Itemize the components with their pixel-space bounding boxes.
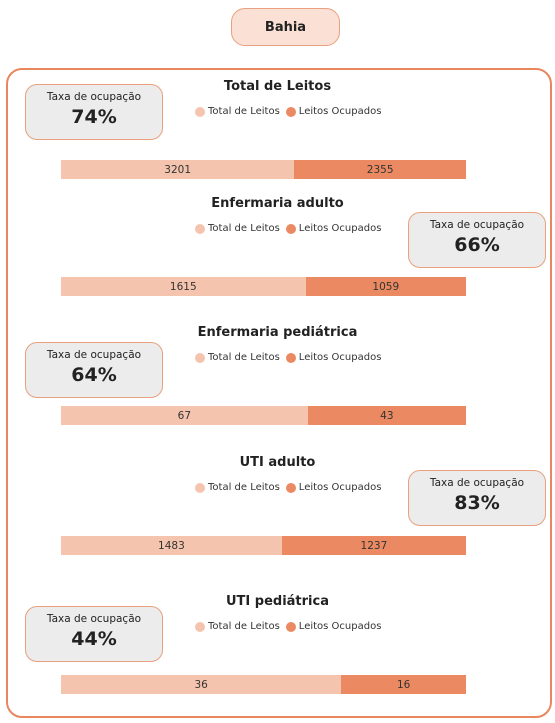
- bar-segment: 3201: [61, 160, 295, 179]
- occupancy-value: 64%: [71, 364, 117, 386]
- occupancy-value: 66%: [454, 234, 500, 256]
- chart-title: Enfermaria pediátrica: [197, 325, 358, 340]
- bar-label: 43: [380, 409, 394, 422]
- chart-title: Enfermaria adulto: [211, 196, 344, 211]
- bar-label: 67: [177, 409, 192, 422]
- occupancy-card: Taxa de ocupação 66%: [408, 212, 546, 268]
- occupancy-label: Taxa de ocupação: [46, 349, 142, 361]
- bar-segment: 43: [307, 406, 466, 425]
- legend: Total de Leitos Leitos Ocupados: [195, 482, 381, 493]
- legend-label: Total de Leitos: [208, 223, 280, 234]
- bar-segment: 1059: [305, 277, 466, 296]
- legend-swatch: [195, 352, 205, 363]
- legend-swatch: [285, 482, 296, 493]
- bar-segment: 1237: [281, 536, 466, 555]
- legend-swatch: [195, 482, 205, 493]
- bar-segment: 16: [341, 675, 466, 694]
- legend-swatch: [195, 106, 205, 117]
- bar-segment: 2355: [294, 160, 466, 179]
- legend-label: Total de Leitos: [208, 482, 280, 493]
- bar-label: 36: [194, 678, 208, 691]
- bar-segment: 36: [61, 675, 342, 694]
- occupancy-card: Taxa de ocupação 64%: [25, 342, 163, 398]
- legend-label: Total de Leitos: [208, 352, 280, 363]
- bar-label: 1059: [372, 280, 400, 293]
- legend: Total de Leitos Leitos Ocupados: [195, 106, 381, 117]
- bar-label: 2355: [366, 163, 394, 176]
- legend-label: Total de Leitos: [208, 621, 280, 632]
- legend: Total de Leitos Leitos Ocupados: [195, 223, 381, 234]
- legend-label: Total de Leitos: [208, 106, 280, 117]
- legend-swatch: [285, 621, 296, 632]
- legend-label: Leitos Ocupados: [298, 482, 382, 493]
- legend-label: Leitos Ocupados: [298, 106, 382, 117]
- occupancy-value: 74%: [71, 106, 117, 128]
- chart-title: Total de Leitos: [223, 79, 332, 94]
- occupancy-label: Taxa de ocupação: [429, 477, 525, 489]
- chart-title: UTI adulto: [239, 455, 316, 470]
- region-pill[interactable]: Bahia: [231, 8, 340, 46]
- legend-label: Leitos Ocupados: [298, 352, 382, 363]
- occupancy-card: Taxa de ocupação 44%: [25, 606, 163, 662]
- chart-title: UTI pediátrica: [225, 594, 329, 609]
- bar-segment: 1615: [61, 277, 306, 296]
- bar-segment: 1483: [61, 536, 282, 555]
- bar-label: 1237: [360, 539, 388, 552]
- occupancy-value: 83%: [454, 492, 500, 514]
- occupancy-card: Taxa de ocupação 74%: [25, 84, 163, 140]
- bar-segment: 67: [61, 406, 308, 425]
- bar-label: 1483: [158, 539, 185, 552]
- legend-swatch: [195, 621, 205, 632]
- legend-label: Leitos Ocupados: [298, 223, 382, 234]
- occupancy-value: 44%: [71, 628, 117, 650]
- occupancy-label: Taxa de ocupação: [46, 613, 142, 625]
- legend-swatch: [285, 223, 296, 234]
- occupancy-card: Taxa de ocupação 83%: [408, 470, 546, 526]
- occupancy-label: Taxa de ocupação: [46, 91, 142, 103]
- bar-label: 16: [396, 678, 411, 691]
- bar-label: 3201: [164, 163, 192, 176]
- legend-label: Leitos Ocupados: [298, 621, 382, 632]
- legend-swatch: [285, 352, 296, 363]
- legend-swatch: [285, 106, 296, 117]
- panel-frame: [6, 68, 552, 718]
- legend: Total de Leitos Leitos Ocupados: [195, 352, 381, 363]
- bar-label: 1615: [169, 280, 197, 293]
- occupancy-label: Taxa de ocupação: [429, 219, 525, 231]
- legend-swatch: [195, 223, 205, 234]
- legend: Total de Leitos Leitos Ocupados: [195, 621, 381, 632]
